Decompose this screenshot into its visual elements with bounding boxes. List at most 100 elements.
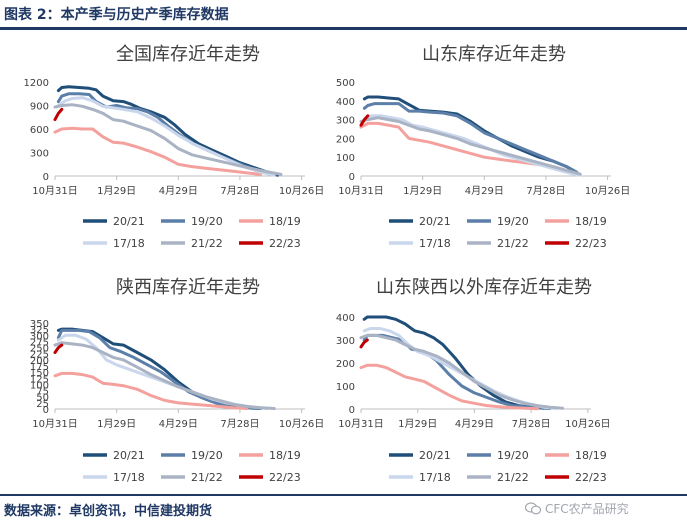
x-tick-label: 10月31日 [32, 418, 77, 430]
x-tick-label: 4月29日 [465, 185, 504, 197]
legend-label: 19/20 [191, 215, 223, 228]
x-tick-label: 7月28日 [220, 418, 259, 430]
y-tick-label: 175 [30, 362, 49, 373]
y-tick-label: 75 [36, 387, 49, 398]
series-line-18-19 [53, 126, 262, 176]
series-line-22-23 [359, 338, 369, 349]
series-line-21-22 [53, 341, 276, 410]
chart-legend: 20/21 19/20 18/19 17/18 21/22 22/23 [389, 215, 607, 250]
legend-label: 22/23 [269, 471, 301, 484]
x-tick-label: 7月28日 [220, 185, 259, 197]
y-tick-label: 150 [30, 368, 49, 379]
series-line-22-23 [359, 114, 370, 127]
y-tick-label: 225 [30, 350, 49, 361]
chart-legend: 20/21 19/20 18/19 17/18 21/22 22/23 [389, 449, 607, 484]
y-tick-label: 350 [30, 319, 49, 330]
y-tick-label: 300 [30, 331, 49, 342]
x-tick-label: 7月28日 [512, 418, 551, 430]
legend-label: 17/18 [419, 471, 451, 484]
legend-label: 21/22 [497, 237, 529, 250]
x-tick-label: 10月26日 [279, 185, 324, 197]
series-line-20-21 [362, 95, 575, 172]
legend-label: 21/22 [191, 471, 223, 484]
series-line-19-20 [56, 328, 262, 410]
chart-panel-3: 陕西库存近年走势02550751001251501752002252502753… [30, 277, 324, 484]
series-line-21-22 [359, 333, 565, 410]
chart-title: 山东库存近年走势 [422, 44, 566, 65]
series-line-18-19 [53, 371, 249, 410]
legend-label: 18/19 [575, 215, 607, 228]
series-line-17-18 [56, 96, 276, 177]
x-tick-label: 1月29日 [97, 418, 136, 430]
legend-label: 17/18 [113, 237, 145, 250]
y-tick-label: 250 [30, 344, 49, 355]
chart-legend: 20/21 19/20 18/19 17/18 21/22 22/23 [83, 449, 301, 484]
y-tick-label: 0 [349, 405, 355, 416]
y-tick-label: 300 [30, 149, 49, 160]
series-line-18-19 [359, 363, 539, 411]
y-tick-label: 400 [336, 313, 355, 324]
y-tick-label: 200 [336, 134, 355, 145]
x-tick-label: 10月26日 [279, 418, 324, 430]
y-tick-label: 900 [30, 102, 49, 113]
x-tick-label: 7月28日 [526, 185, 565, 197]
legend-label: 20/21 [113, 449, 145, 462]
watermark-text: CFC农产品研究 [545, 502, 629, 516]
legend-label: 22/23 [269, 237, 301, 250]
legend-label: 19/20 [191, 449, 223, 462]
x-tick-label: 1月29日 [398, 418, 437, 430]
x-tick-label: 10月31日 [338, 185, 383, 197]
series-line-21-22 [53, 103, 283, 176]
y-tick-label: 200 [30, 356, 49, 367]
x-tick-label: 10月31日 [32, 185, 77, 197]
x-tick-label: 10月31日 [338, 418, 383, 430]
legend-label: 20/21 [113, 215, 145, 228]
x-tick-label: 1月29日 [403, 185, 442, 197]
y-tick-label: 600 [30, 125, 49, 136]
y-tick-label: 100 [336, 153, 355, 164]
chart-panel-2: 山东库存近年走势 0 100 200 300 400 500 10月31日 1月29日 4月29日… [336, 44, 630, 250]
chart-legend: 20/21 19/20 18/19 17/18 21/22 22/23 [83, 215, 301, 250]
x-tick-label: 4月29日 [159, 185, 198, 197]
chart-panel-4: 山东陕西以外库存近年走势 0 100 200 300 400 10月31日 1月29日 4月29… [336, 277, 611, 484]
y-tick-label: 275 [30, 337, 49, 348]
bottom-rule [0, 494, 687, 496]
legend-label: 22/23 [575, 471, 607, 484]
y-tick-label: 400 [336, 97, 355, 108]
legend-label: 21/22 [497, 471, 529, 484]
y-tick-label: 125 [30, 374, 49, 385]
legend-label: 17/18 [113, 471, 145, 484]
legend-label: 19/20 [497, 449, 529, 462]
legend-label: 18/19 [269, 215, 301, 228]
y-tick-label: 0 [43, 405, 49, 416]
y-tick-label: 50 [36, 393, 49, 404]
chart-title: 陕西库存近年走势 [116, 277, 260, 298]
wechat-icon [525, 502, 541, 515]
y-tick-label: 300 [336, 116, 355, 127]
y-tick-label: 1200 [24, 78, 49, 89]
y-tick-label: 500 [336, 78, 355, 89]
figure-title: 图表 2：本产季与历史产季库存数据 [4, 7, 229, 23]
x-tick-label: 10月26日 [585, 185, 630, 197]
y-tick-label: 0 [43, 172, 49, 183]
legend-label: 20/21 [419, 215, 451, 228]
top-rule [0, 27, 687, 30]
legend-label: 21/22 [191, 237, 223, 250]
legend-label: 18/19 [575, 449, 607, 462]
series-line-21-22 [359, 116, 582, 176]
chart-panel-1: 全国库存近年走势 0 300 600 900 1200 10月31日 1月29日 4月29日 7月… [24, 44, 325, 250]
legend-label: 22/23 [575, 237, 607, 250]
y-tick-label: 200 [336, 359, 355, 370]
legend-label: 20/21 [419, 449, 451, 462]
watermark: CFC农产品研究 [525, 500, 629, 517]
legend-label: 18/19 [269, 449, 301, 462]
x-tick-label: 10月26日 [565, 418, 610, 430]
y-tick-label: 100 [336, 382, 355, 393]
x-tick-label: 1月29日 [97, 185, 136, 197]
y-tick-label: 300 [336, 336, 355, 347]
series-line-20-21 [362, 315, 546, 410]
series-line-19-20 [362, 102, 579, 174]
y-tick-label: 100 [30, 380, 49, 391]
legend-label: 17/18 [419, 237, 451, 250]
